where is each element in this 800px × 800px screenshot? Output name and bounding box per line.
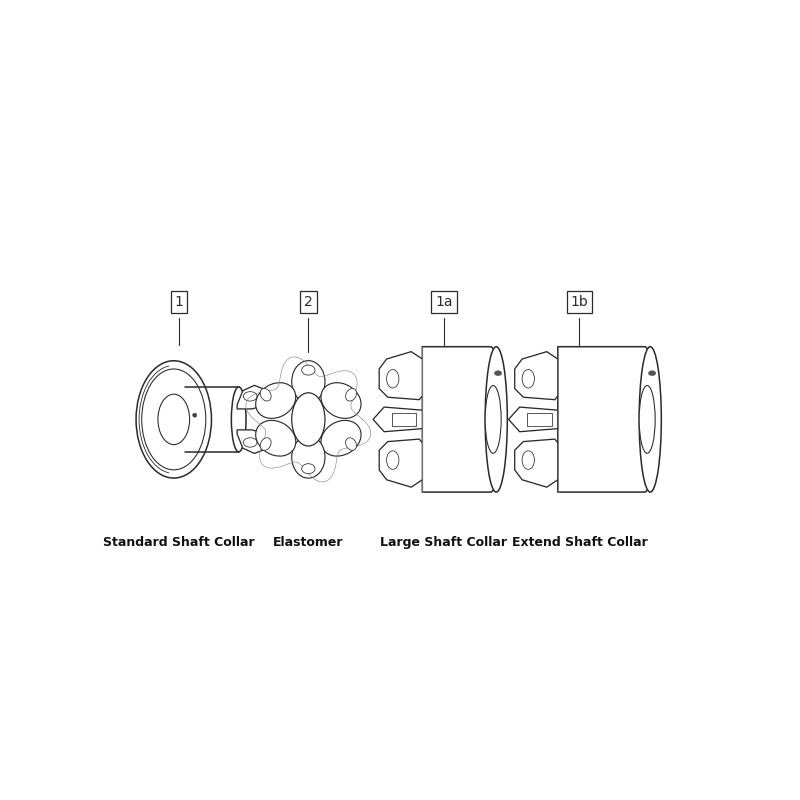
Ellipse shape xyxy=(386,370,399,388)
Polygon shape xyxy=(237,386,266,409)
Polygon shape xyxy=(509,407,558,432)
Ellipse shape xyxy=(522,370,534,388)
Text: Elastomer: Elastomer xyxy=(273,536,344,549)
Ellipse shape xyxy=(321,382,361,418)
Ellipse shape xyxy=(321,421,361,456)
Ellipse shape xyxy=(256,382,296,418)
Polygon shape xyxy=(514,352,558,400)
Ellipse shape xyxy=(485,346,507,492)
Ellipse shape xyxy=(158,394,190,445)
Polygon shape xyxy=(373,407,422,432)
Polygon shape xyxy=(422,346,496,492)
Ellipse shape xyxy=(193,413,197,418)
Polygon shape xyxy=(558,346,650,492)
Text: 1a: 1a xyxy=(435,295,453,310)
Ellipse shape xyxy=(302,365,315,375)
Ellipse shape xyxy=(346,438,357,450)
Text: 2: 2 xyxy=(304,295,313,310)
Ellipse shape xyxy=(639,346,662,492)
Ellipse shape xyxy=(346,389,357,401)
Ellipse shape xyxy=(386,451,399,470)
Ellipse shape xyxy=(136,361,211,478)
Polygon shape xyxy=(514,439,558,487)
Ellipse shape xyxy=(142,369,206,470)
Ellipse shape xyxy=(485,386,501,454)
Ellipse shape xyxy=(648,370,656,376)
Ellipse shape xyxy=(639,386,655,454)
Text: 1b: 1b xyxy=(570,295,588,310)
Ellipse shape xyxy=(256,421,296,456)
Text: Large Shaft Collar: Large Shaft Collar xyxy=(380,536,507,549)
Ellipse shape xyxy=(494,370,502,376)
Ellipse shape xyxy=(243,392,257,401)
Ellipse shape xyxy=(260,438,271,450)
Polygon shape xyxy=(527,414,552,426)
Polygon shape xyxy=(391,414,416,426)
Ellipse shape xyxy=(292,436,325,478)
Ellipse shape xyxy=(522,451,534,470)
Ellipse shape xyxy=(231,387,246,452)
Ellipse shape xyxy=(260,389,271,401)
Polygon shape xyxy=(237,430,266,454)
Text: 1: 1 xyxy=(174,295,183,310)
Ellipse shape xyxy=(302,464,315,474)
Ellipse shape xyxy=(243,438,257,447)
Polygon shape xyxy=(379,439,422,487)
Text: Extend Shaft Collar: Extend Shaft Collar xyxy=(511,536,647,549)
Ellipse shape xyxy=(292,393,325,446)
Text: Standard Shaft Collar: Standard Shaft Collar xyxy=(103,536,255,549)
Polygon shape xyxy=(379,352,422,400)
Ellipse shape xyxy=(292,361,325,402)
